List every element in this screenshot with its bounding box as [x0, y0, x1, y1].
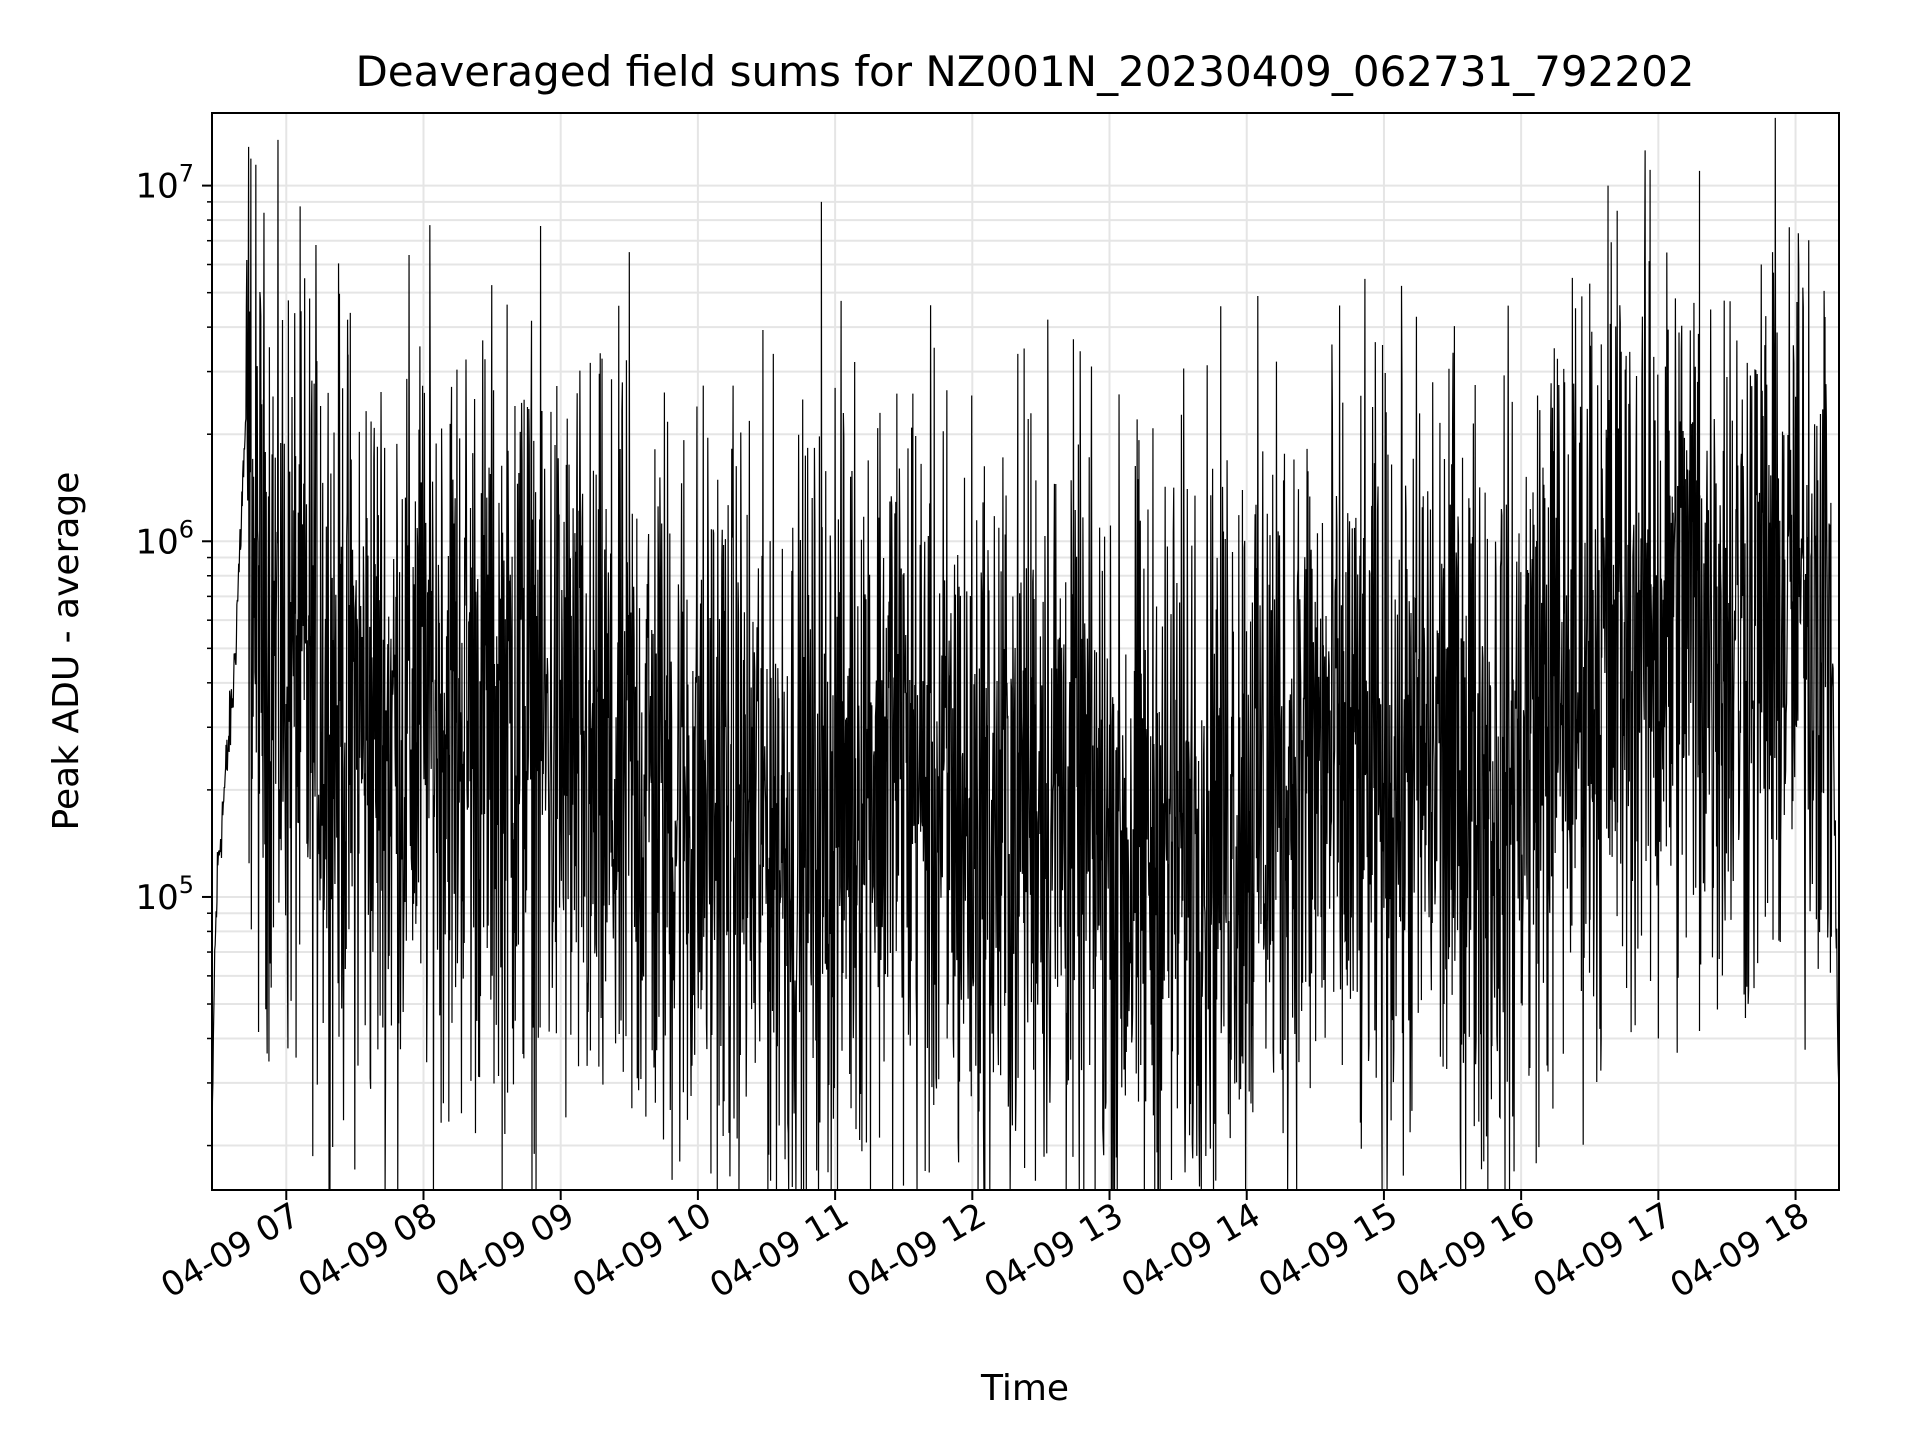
x-tick-label: 04-09 14 [1115, 1195, 1267, 1306]
series-line [211, 117, 1840, 1191]
y-tick-label: 105 [135, 871, 194, 918]
x-tick-label: 04-09 17 [1526, 1195, 1678, 1306]
x-tick-label: 04-09 09 [429, 1195, 581, 1306]
x-tick-label: 04-09 07 [154, 1195, 306, 1306]
x-tick-label: 04-09 15 [1252, 1195, 1404, 1306]
y-axis-title: Peak ADU - average [46, 472, 87, 831]
x-tick-label: 04-09 12 [840, 1195, 992, 1306]
chart-title: Deaveraged field sums for NZ001N_2023040… [355, 47, 1694, 96]
x-tick-label: 04-09 18 [1664, 1195, 1816, 1306]
y-tick-label: 107 [135, 160, 194, 207]
plot-frame [211, 112, 1840, 1191]
y-tick-label: 106 [135, 515, 194, 562]
x-tick-label: 04-09 13 [978, 1195, 1130, 1306]
data-layer [211, 117, 1840, 1191]
x-axis-title: Time [980, 1368, 1069, 1409]
x-tick-label: 04-09 11 [703, 1195, 855, 1306]
x-tick-label: 04-09 10 [566, 1195, 718, 1306]
x-tick-label: 04-09 16 [1389, 1195, 1541, 1306]
x-tick-label: 04-09 08 [292, 1195, 444, 1306]
y-ticks: 105 106 107 [135, 160, 212, 1147]
